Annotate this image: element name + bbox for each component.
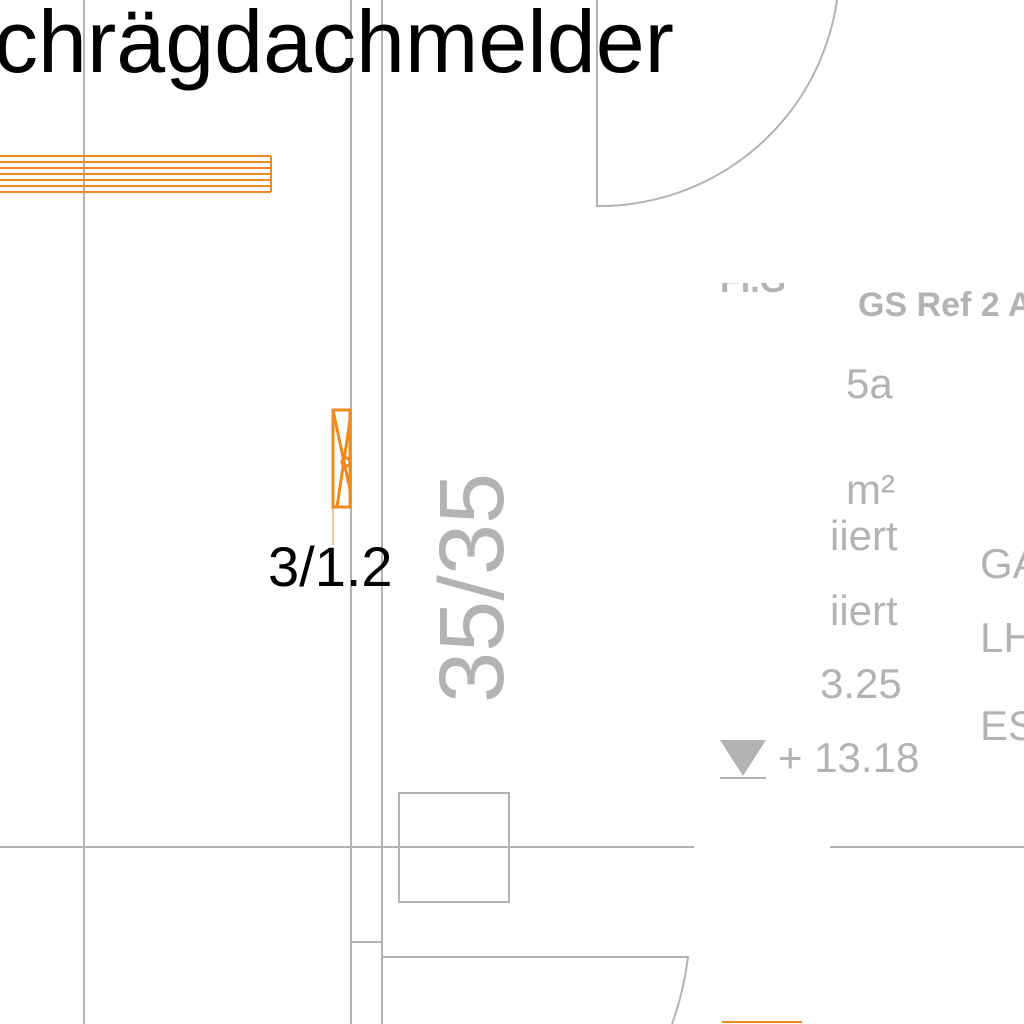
- room-stamp-mask: [694, 283, 830, 933]
- room-stamp-status-1: iiert: [830, 512, 898, 559]
- column-dimension-label: 35/35: [421, 473, 523, 703]
- title-text: chrägdachmelder: [0, 0, 674, 91]
- door-swing-arc-upper: [596, 0, 838, 208]
- smoke-detector-symbol: [331, 408, 352, 509]
- room-stamp-ref: GS Ref 2 A: [858, 286, 1024, 324]
- room-stamp-right-3: ES: [980, 702, 1024, 749]
- room-stamp-top-left: Fl.G: [720, 262, 786, 300]
- room-stamp: Fl.G GS Ref 2 A 5a m² iiert iiert 3.25 +…: [694, 262, 1024, 933]
- room-stamp-status-2: iiert: [830, 587, 898, 634]
- level-marker-icon: [720, 740, 766, 776]
- room-stamp-area-unit: m²: [846, 466, 895, 513]
- orange-elements: [0, 155, 802, 1023]
- orange-hatched-beam: [0, 155, 272, 193]
- column-square: [398, 792, 510, 903]
- room-stamp-height-partial: 3.25: [820, 660, 902, 707]
- room-stamp-height-marker: + 13.18: [778, 734, 919, 781]
- room-stamp-right-1: GA: [980, 540, 1024, 587]
- device-label: 3/1.2: [268, 535, 393, 598]
- room-stamp-right-2: LH: [980, 614, 1024, 661]
- door-swing-arc-lower: [382, 956, 690, 1024]
- room-stamp-5a: 5a: [846, 360, 893, 407]
